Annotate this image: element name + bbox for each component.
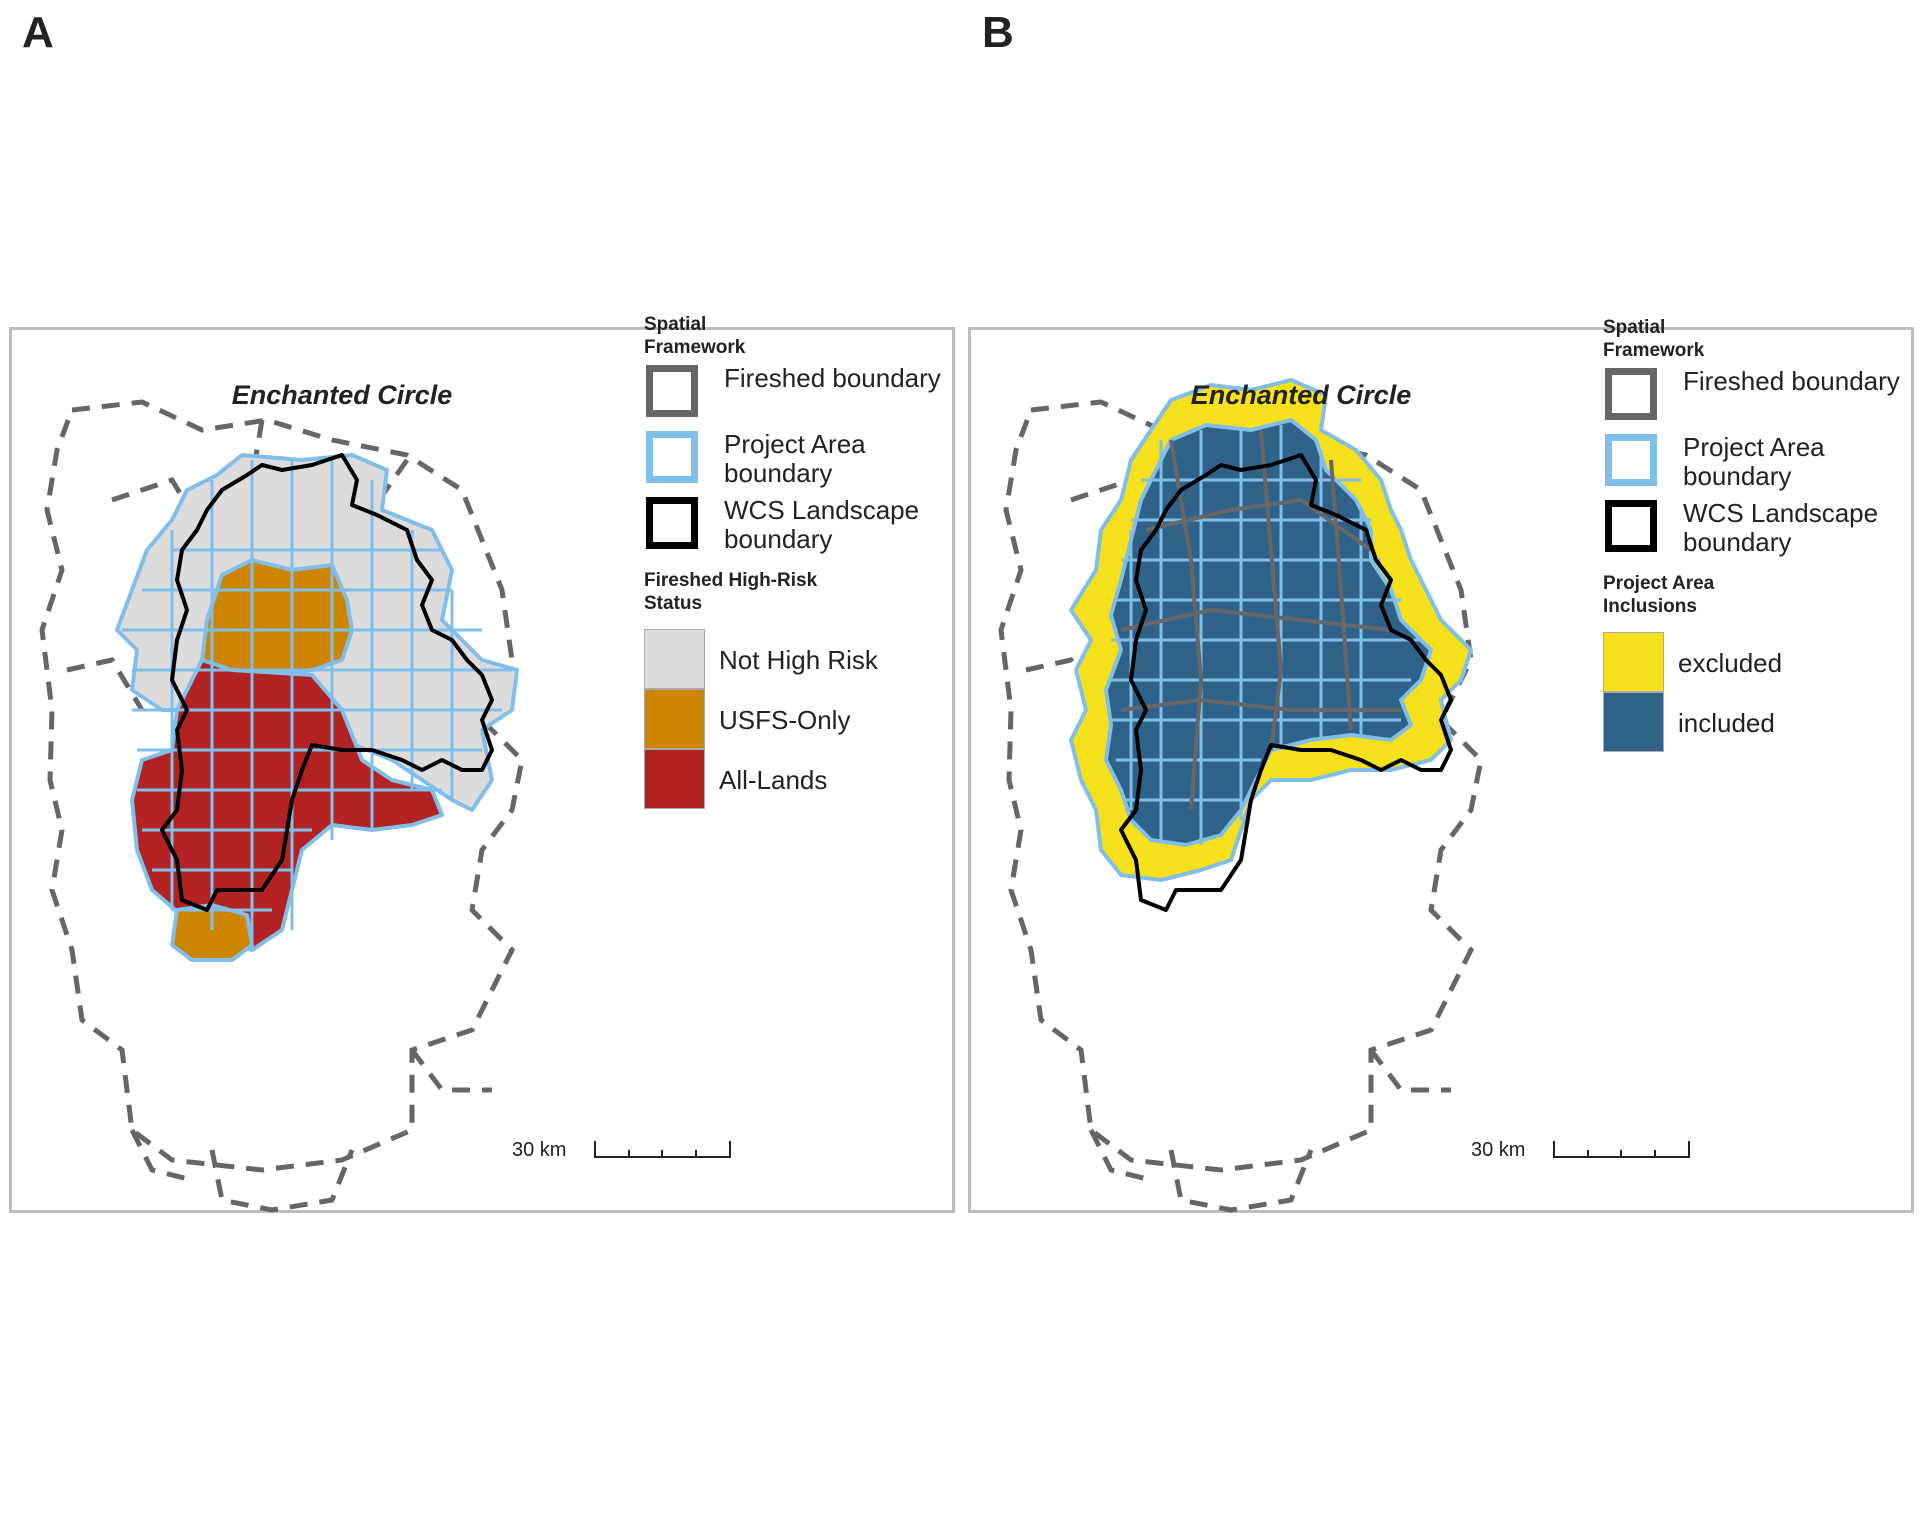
legend-label: excluded	[1678, 648, 1783, 678]
legend-item-fireshed: Fireshed boundary	[644, 359, 954, 425]
scale-label: 30 km	[1471, 1139, 1526, 1161]
legend-swatch	[644, 629, 705, 689]
legend-label: included	[1678, 708, 1775, 738]
map-panel-b: Enchanted Circle Spatial Framework Fires…	[968, 317, 1914, 1213]
map-b	[998, 378, 1484, 1213]
scale-bar: 30 km	[512, 1135, 732, 1165]
project-area-grid	[122, 460, 512, 950]
fireshed-outlines	[39, 399, 525, 1213]
fireshed-polygons	[115, 453, 519, 962]
legend-swatch	[1603, 632, 1664, 692]
scale-ticks	[594, 1141, 731, 1158]
legend-label: Project Area boundary	[724, 429, 866, 488]
legend: Spatial Framework Fireshed boundary Proj…	[1603, 316, 1913, 752]
scale-bar: 30 km	[1471, 1135, 1691, 1165]
scale-label: 30 km	[512, 1139, 567, 1161]
legend-swatch	[644, 689, 705, 749]
legend-swatch	[1605, 500, 1657, 552]
legend-item-all-lands: All-Lands	[644, 749, 954, 809]
legend-label: USFS-Only	[719, 705, 851, 735]
legend-swatch	[646, 365, 698, 417]
fireshed-internal-lines	[1120, 429, 1401, 811]
legend-item-wcs: WCS Landscape boundary	[644, 491, 954, 557]
map-title: Enchanted Circle	[231, 380, 453, 410]
legend-framework-heading: Spatial Framework	[644, 314, 746, 358]
usfs-only-region	[200, 558, 354, 677]
legend-label: Fireshed boundary	[1683, 366, 1900, 396]
legend-item-project-area: Project Area boundary	[644, 425, 954, 491]
legend-label: Project Area boundary	[1683, 432, 1825, 491]
project-area-grid	[1111, 425, 1421, 845]
legend-label: WCS Landscape boundary	[724, 495, 920, 554]
usfs-only-south-region	[170, 903, 254, 962]
legend-item-excluded: excluded	[1603, 632, 1913, 692]
map-a	[39, 399, 525, 1213]
legend-label: All-Lands	[719, 765, 828, 795]
legend-label: Not High Risk	[719, 645, 878, 675]
legend-swatch	[646, 431, 698, 483]
legend-item-not-high-risk: Not High Risk	[644, 629, 954, 689]
legend-status-heading: Project Area Inclusions	[1603, 573, 1715, 617]
panel-letter-a: A	[22, 8, 54, 57]
legend-swatch	[1605, 434, 1657, 486]
legend-item-wcs: WCS Landscape boundary	[1603, 494, 1913, 560]
legend-swatch	[1603, 692, 1664, 752]
legend-swatch	[1605, 368, 1657, 420]
legend-framework-heading: Spatial Framework	[1603, 317, 1705, 361]
legend: Spatial Framework Fireshed boundary Proj…	[644, 313, 954, 809]
legend-item-included: included	[1603, 692, 1913, 752]
wcs-landscape-boundary	[160, 453, 494, 912]
map-panel-a: Enchanted Circle Spatial Framework Fires…	[9, 314, 955, 1213]
legend-item-project-area: Project Area boundary	[1603, 428, 1913, 494]
map-title: Enchanted Circle	[1190, 380, 1412, 410]
legend-label: Fireshed boundary	[724, 363, 941, 393]
scale-ticks	[1553, 1141, 1690, 1158]
legend-status-heading: Fireshed High-Risk Status	[644, 570, 818, 614]
legend-label: WCS Landscape boundary	[1683, 498, 1879, 557]
legend-swatch	[646, 497, 698, 549]
legend-item-fireshed: Fireshed boundary	[1603, 362, 1913, 428]
legend-item-usfs-only: USFS-Only	[644, 689, 954, 749]
legend-swatch	[644, 749, 705, 809]
wcs-landscape-boundary	[1119, 453, 1453, 912]
panel-letter-b: B	[982, 8, 1014, 57]
